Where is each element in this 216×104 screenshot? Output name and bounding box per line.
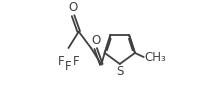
Text: O: O <box>91 34 100 47</box>
Text: O: O <box>68 1 78 14</box>
Text: S: S <box>116 65 124 78</box>
Text: F: F <box>73 55 80 68</box>
Text: F: F <box>58 55 65 68</box>
Text: F: F <box>65 60 72 73</box>
Text: CH₃: CH₃ <box>144 51 166 64</box>
